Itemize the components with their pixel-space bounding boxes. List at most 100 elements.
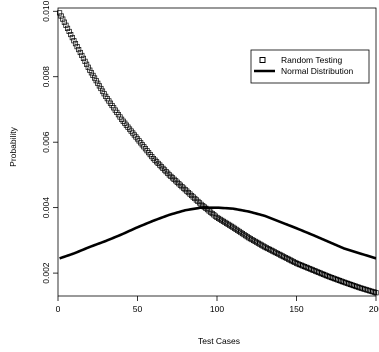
series-random-testing [57, 10, 379, 296]
random-testing-point [76, 47, 82, 53]
random-testing-point [290, 259, 296, 265]
y-tick-label: 0.004 [41, 197, 51, 219]
random-testing-point [344, 280, 350, 286]
random-testing-point [68, 31, 74, 38]
series-layer [57, 10, 379, 296]
random-testing-point [158, 164, 164, 170]
random-testing-point [98, 85, 104, 92]
random-testing-point [249, 237, 255, 243]
random-testing-point [195, 198, 201, 204]
random-testing-point [101, 91, 107, 97]
random-testing-point [298, 262, 304, 268]
random-testing-point [270, 248, 276, 254]
random-testing-point [190, 194, 196, 200]
random-testing-point [85, 64, 91, 70]
y-tick-label: 0.002 [41, 262, 51, 284]
x-tick-label: 150 [289, 304, 303, 314]
random-testing-point [193, 197, 199, 203]
random-testing-point [189, 192, 195, 199]
random-testing-point [354, 284, 360, 290]
random-testing-point [340, 279, 346, 285]
random-testing-point [357, 285, 363, 291]
random-testing-point [313, 268, 319, 274]
random-testing-point [155, 160, 161, 167]
random-testing-point [74, 44, 80, 50]
random-testing-point [282, 254, 288, 261]
random-testing-point [168, 173, 174, 179]
legend-marker-random-testing [259, 57, 266, 63]
random-testing-point [255, 240, 261, 246]
random-testing-point [254, 239, 260, 245]
random-testing-point [251, 237, 257, 244]
random-testing-point [371, 289, 377, 295]
random-testing-point [260, 243, 266, 249]
random-testing-point [362, 286, 368, 292]
random-testing-point [309, 267, 315, 273]
random-testing-point [61, 19, 67, 25]
random-testing-point [297, 262, 303, 268]
random-testing-point [165, 170, 171, 176]
random-testing-point [293, 260, 300, 266]
random-testing-point [176, 181, 182, 187]
random-testing-point [370, 289, 376, 295]
random-testing-point [265, 245, 271, 252]
random-testing-point [77, 49, 83, 56]
y-tick-label: 0.010 [41, 0, 51, 22]
random-testing-point [301, 263, 308, 270]
random-testing-point [367, 288, 373, 294]
random-testing-point [198, 201, 204, 207]
random-testing-point [266, 246, 273, 252]
random-testing-point [336, 277, 342, 284]
random-testing-point [160, 165, 166, 171]
random-testing-point [284, 255, 290, 261]
random-testing-point [263, 245, 269, 251]
random-testing-point [173, 178, 179, 184]
random-testing-point [58, 13, 64, 19]
legend-label-random-testing: Random Testing [281, 55, 343, 65]
random-testing-point [278, 252, 284, 258]
series-normal-distribution [59, 206, 377, 260]
random-testing-point [287, 257, 293, 263]
random-testing-point [177, 182, 183, 188]
random-testing-point [174, 179, 180, 185]
random-testing-point [274, 250, 280, 257]
random-testing-point [208, 209, 214, 215]
random-testing-point [300, 263, 306, 269]
random-testing-point [152, 157, 158, 163]
random-testing-point [348, 281, 354, 288]
random-testing-point [157, 162, 163, 168]
random-testing-point [271, 249, 277, 255]
random-testing-point [96, 83, 102, 89]
x-tick-label: 0 [56, 304, 61, 314]
random-testing-point [69, 35, 75, 41]
random-testing-point [320, 271, 327, 277]
y-axis-title: Probability [8, 126, 18, 166]
random-testing-point [247, 236, 253, 242]
random-testing-point [273, 250, 279, 256]
random-testing-point [72, 41, 79, 47]
random-testing-point [179, 184, 185, 190]
random-testing-point [88, 70, 94, 76]
random-testing-point [84, 61, 90, 67]
random-testing-point [206, 208, 212, 214]
random-testing-point [349, 282, 355, 288]
random-testing-point [332, 276, 338, 282]
y-tick-label: 0.008 [41, 66, 51, 88]
random-testing-point [66, 28, 72, 35]
random-testing-point [185, 190, 191, 196]
random-testing-point [351, 283, 357, 289]
legend-box [250, 49, 370, 84]
x-axis: 0 50 100 150 200 [56, 296, 379, 314]
random-testing-point [95, 80, 101, 86]
random-testing-point [303, 264, 309, 270]
x-tick-label: 50 [133, 304, 143, 314]
random-testing-point [373, 290, 379, 296]
random-testing-point [316, 269, 322, 275]
random-testing-point [306, 265, 312, 272]
random-testing-point [289, 258, 295, 264]
random-testing-point [319, 271, 325, 277]
random-testing-point [182, 187, 188, 193]
random-testing-point [365, 287, 371, 293]
random-testing-point [286, 256, 292, 262]
